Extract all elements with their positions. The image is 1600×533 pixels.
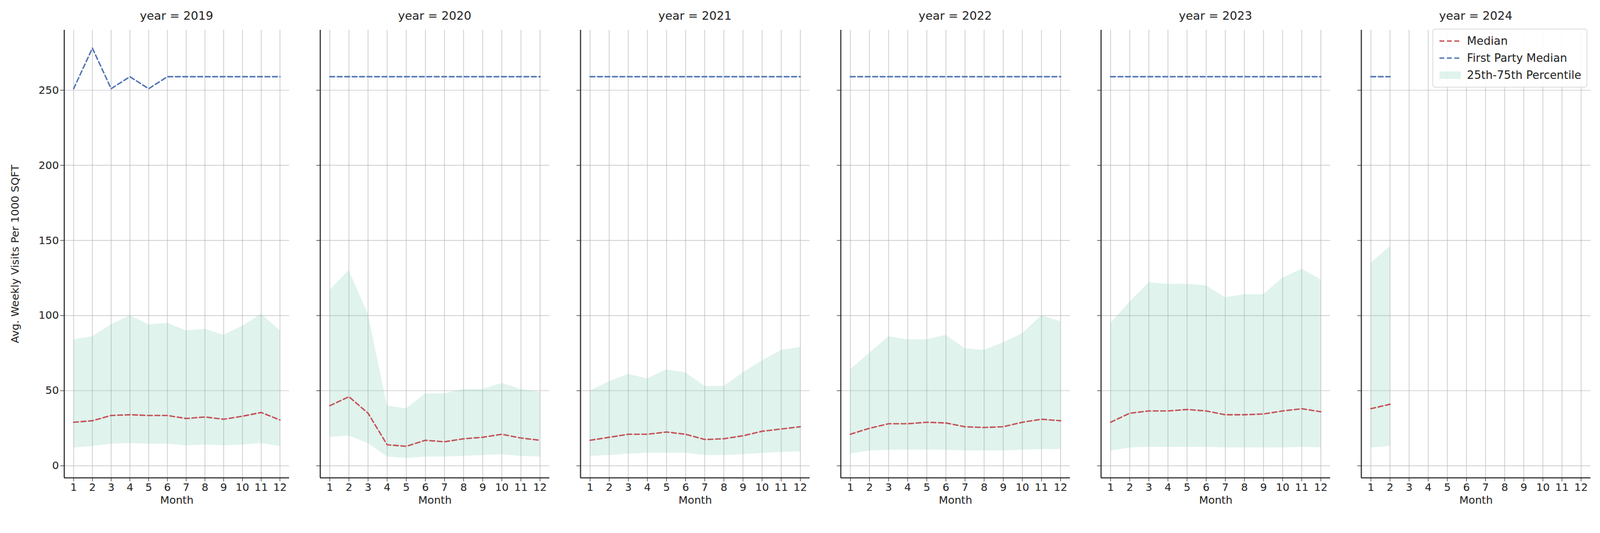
svg-text:1: 1 xyxy=(586,481,594,494)
svg-text:7: 7 xyxy=(701,481,709,494)
svg-text:50: 50 xyxy=(45,384,59,397)
svg-text:11: 11 xyxy=(514,481,528,494)
svg-text:9: 9 xyxy=(1000,481,1007,494)
svg-text:2: 2 xyxy=(89,481,96,494)
svg-text:6: 6 xyxy=(1462,481,1470,494)
svg-text:Month: Month xyxy=(418,493,452,507)
svg-text:12: 12 xyxy=(273,481,287,494)
svg-text:10: 10 xyxy=(494,481,509,494)
svg-text:6: 6 xyxy=(421,481,429,494)
svg-text:11: 11 xyxy=(1034,481,1048,494)
html-text:year = 2021: year = 2021 xyxy=(658,9,732,23)
svg-text:6: 6 xyxy=(164,481,172,494)
svg-text:150: 150 xyxy=(38,234,59,247)
svg-text:8: 8 xyxy=(720,481,728,494)
html-text:year = 2022: year = 2022 xyxy=(918,9,992,23)
svg-text:12: 12 xyxy=(1314,481,1328,494)
svg-text:11: 11 xyxy=(774,481,788,494)
svg-text:5: 5 xyxy=(402,481,410,494)
svg-text:Month: Month xyxy=(160,493,194,507)
svg-text:9: 9 xyxy=(739,481,747,494)
svg-text:9: 9 xyxy=(479,481,487,494)
svg-text:3: 3 xyxy=(1145,481,1153,494)
html-text:year = 2024: year = 2024 xyxy=(1439,9,1513,23)
svg-text:4: 4 xyxy=(126,481,134,494)
html-text:First Party Median: First Party Median xyxy=(1466,51,1568,65)
html-text:year = 2020: year = 2020 xyxy=(398,9,472,23)
svg-text:4: 4 xyxy=(904,481,912,494)
svg-text:10: 10 xyxy=(1536,481,1550,494)
svg-text:6: 6 xyxy=(942,481,950,494)
svg-text:1: 1 xyxy=(1367,481,1375,494)
svg-text:7: 7 xyxy=(1482,481,1490,494)
svg-text:3: 3 xyxy=(625,481,632,494)
svg-text:2: 2 xyxy=(605,481,613,494)
svg-text:1: 1 xyxy=(326,481,334,494)
svg-text:5: 5 xyxy=(923,481,931,494)
svg-text:7: 7 xyxy=(441,481,448,494)
svg-text:10: 10 xyxy=(755,481,769,494)
svg-text:Avg. Weekly Visits Per 1000 SQ: Avg. Weekly Visits Per 1000 SQFT xyxy=(8,164,22,344)
svg-text:Month: Month xyxy=(678,493,712,507)
svg-text:7: 7 xyxy=(961,481,969,494)
svg-text:1: 1 xyxy=(1107,481,1115,494)
svg-text:4: 4 xyxy=(1164,481,1172,494)
html-text:year = 2023: year = 2023 xyxy=(1178,9,1253,23)
svg-text:250: 250 xyxy=(38,83,59,97)
svg-text:Month: Month xyxy=(938,493,973,507)
svg-text:5: 5 xyxy=(1443,481,1451,494)
svg-text:8: 8 xyxy=(1241,481,1248,494)
svg-text:5: 5 xyxy=(145,481,152,494)
svg-text:12: 12 xyxy=(1574,481,1588,494)
svg-text:8: 8 xyxy=(1501,481,1509,494)
svg-text:12: 12 xyxy=(533,481,547,494)
svg-text:Month: Month xyxy=(1198,493,1233,507)
svg-text:5: 5 xyxy=(1183,481,1191,494)
svg-text:12: 12 xyxy=(793,481,807,494)
svg-text:10: 10 xyxy=(235,481,250,494)
svg-text:1: 1 xyxy=(70,481,78,494)
html-text:year = 2019: year = 2019 xyxy=(139,9,214,23)
svg-text:3: 3 xyxy=(885,481,893,494)
svg-text:3: 3 xyxy=(364,481,372,494)
svg-text:7: 7 xyxy=(1221,481,1229,494)
svg-text:3: 3 xyxy=(1405,481,1413,494)
svg-text:4: 4 xyxy=(384,481,391,494)
svg-text:11: 11 xyxy=(1555,481,1569,494)
svg-text:11: 11 xyxy=(1294,481,1309,494)
svg-text:12: 12 xyxy=(1053,481,1068,494)
svg-text:2: 2 xyxy=(1126,481,1134,494)
svg-text:4: 4 xyxy=(1425,481,1432,494)
svg-text:8: 8 xyxy=(201,481,209,494)
svg-text:2: 2 xyxy=(345,481,353,494)
svg-text:11: 11 xyxy=(254,481,268,494)
svg-text:3: 3 xyxy=(107,481,115,494)
svg-text:0: 0 xyxy=(52,459,60,472)
svg-text:200: 200 xyxy=(38,158,59,172)
svg-text:7: 7 xyxy=(182,481,190,494)
svg-text:2: 2 xyxy=(866,481,874,494)
svg-text:10: 10 xyxy=(1015,481,1029,494)
html-text:25th-75th Percentile: 25th-75th Percentile xyxy=(1466,68,1582,82)
html-text:Median: Median xyxy=(1466,34,1508,48)
svg-text:Month: Month xyxy=(1459,493,1493,507)
svg-text:8: 8 xyxy=(980,481,988,494)
svg-text:9: 9 xyxy=(1260,481,1268,494)
svg-text:6: 6 xyxy=(1202,481,1210,494)
svg-text:100: 100 xyxy=(38,308,59,322)
svg-text:2: 2 xyxy=(1386,481,1394,494)
svg-text:10: 10 xyxy=(1275,481,1290,494)
svg-text:9: 9 xyxy=(1520,481,1528,494)
svg-text:1: 1 xyxy=(846,481,854,494)
svg-text:4: 4 xyxy=(644,481,652,494)
svg-text:6: 6 xyxy=(682,481,690,494)
svg-text:5: 5 xyxy=(662,481,670,494)
svg-text:9: 9 xyxy=(220,481,228,494)
svg-text:8: 8 xyxy=(460,481,468,494)
